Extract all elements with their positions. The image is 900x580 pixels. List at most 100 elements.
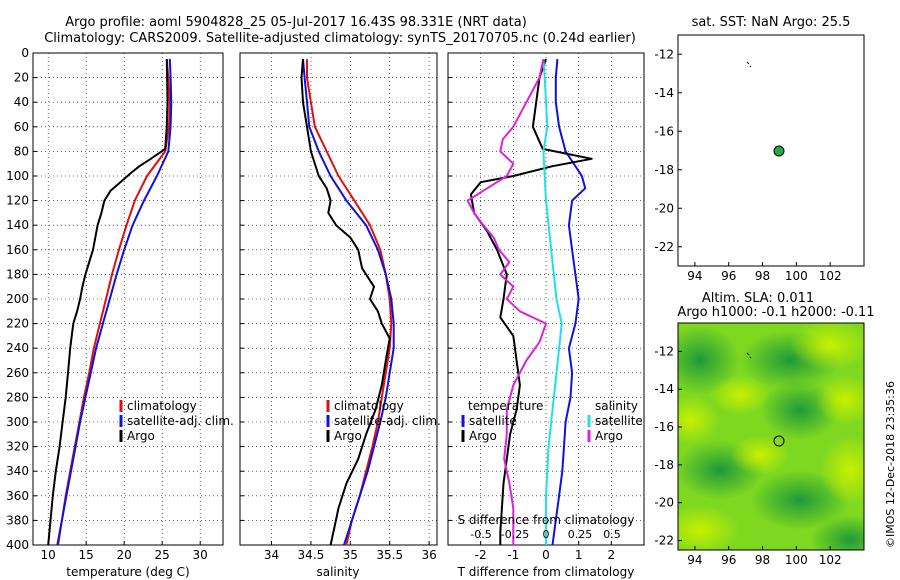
map-y-tick-label: -22 xyxy=(654,240,674,254)
y-tick-label: 140 xyxy=(6,218,29,232)
legend-title-temperature: temperature xyxy=(468,399,543,413)
sla-map-box xyxy=(677,322,865,551)
x-tick-label: 30 xyxy=(193,548,208,562)
sst-map-tick-labels: 94 96 98 100 102 -12 -14 -16 -18 -20 -22 xyxy=(654,47,841,283)
x-tick-label: 0 xyxy=(542,548,550,562)
temperature-axes-box xyxy=(32,52,224,546)
y-tick-label: 400 xyxy=(6,538,29,552)
temperature-tick-labels: 10 15 20 25 30 xyxy=(41,548,208,562)
y-tick-label: 300 xyxy=(6,415,29,429)
map-x-tick-label: 100 xyxy=(785,269,808,283)
depth-tick-labels: 0 20 40 60 80 100 120 140 160 180 200 220 240 260 280 3… xyxy=(6,46,29,552)
y-tick-label: 160 xyxy=(6,243,29,257)
map-y-tick-label: -12 xyxy=(654,47,674,61)
credit-text: ©IMOS 12-Dec-2018 23:35:36 xyxy=(884,381,897,548)
series-satellite-adj-clim- xyxy=(56,59,173,546)
legend-s-satellite: satellite xyxy=(595,414,643,428)
y-tick-label: 320 xyxy=(6,440,29,454)
salinity-diff-legend: salinity satellite Argo xyxy=(587,399,643,443)
sla-map-title-1: Altim. SLA: 0.011 xyxy=(702,291,814,306)
island-marks xyxy=(746,352,752,359)
y-tick-label: 80 xyxy=(14,144,29,158)
s-difference-label: S difference from climatology xyxy=(458,513,635,527)
y-tick-label: 240 xyxy=(6,341,29,355)
legend-climatology: climatology xyxy=(334,399,404,413)
argo-float-marker xyxy=(773,145,785,157)
s-tick-label: 0 xyxy=(543,528,550,541)
salinity-panel: 34 34.5 35 35.5 36 salinity climatology sate… xyxy=(239,52,441,579)
salinity-lines xyxy=(300,59,395,546)
t-difference-tick-labels: -2 -1 0 1 2 xyxy=(475,548,615,562)
temperature-gridlines xyxy=(33,52,223,546)
difference-panel: -2 -1 0 1 2 T difference from climatology S … xyxy=(447,52,645,579)
map-x-tick-label: 100 xyxy=(785,553,808,567)
y-tick-label: 60 xyxy=(14,120,29,134)
series-climatology xyxy=(306,59,393,546)
map-y-tick-label: -12 xyxy=(654,344,674,358)
y-tick-label: 380 xyxy=(6,513,29,527)
y-tick-label: 0 xyxy=(21,46,29,60)
x-tick-label: 20 xyxy=(117,548,132,562)
series-t-satellite xyxy=(551,59,587,546)
map-y-tick-label: -18 xyxy=(654,458,674,472)
y-tick-label: 200 xyxy=(6,292,29,306)
map-x-tick-label: 94 xyxy=(687,269,702,283)
series-s-argo xyxy=(466,58,547,545)
map-y-tick-label: -16 xyxy=(654,420,674,434)
series-argo xyxy=(47,59,169,546)
salinity-axes-box xyxy=(239,52,438,546)
map-y-tick-label: -14 xyxy=(654,86,674,100)
map-x-tick-label: 98 xyxy=(755,553,770,567)
series-t-argo xyxy=(469,58,593,545)
sla-map-title-2: Argo h1000: -0.1 h2000: -0.11 xyxy=(677,305,874,320)
title-line-2: Climatology: CARS2009. Satellite-adjuste… xyxy=(44,31,636,46)
map-x-tick-label: 98 xyxy=(755,269,770,283)
s-tick-label: 0.25 xyxy=(568,528,593,541)
y-tick-label: 20 xyxy=(14,71,29,85)
difference-lines xyxy=(466,58,593,546)
map-y-tick-label: -20 xyxy=(654,496,674,510)
s-tick-label: -0.25 xyxy=(501,528,529,541)
x-tick-label: 1 xyxy=(575,548,583,562)
temperature-lines xyxy=(47,59,173,546)
map-y-tick-label: -20 xyxy=(654,201,674,215)
temperature-panel: 0 20 40 60 80 100 120 140 160 180 200 220 240 260 280 3… xyxy=(6,46,234,579)
salinity-legend: climatology satellite-adj. clim. Argo xyxy=(326,399,441,443)
x-tick-label: -1 xyxy=(507,548,519,562)
sla-map-tick-labels: 94 96 98 100 102 -12 -14 -16 -18 -20 -22 xyxy=(654,344,841,567)
x-tick-label: 25 xyxy=(155,548,170,562)
map-x-tick-label: 94 xyxy=(687,553,702,567)
map-x-tick-label: 96 xyxy=(721,553,736,567)
sst-map-box xyxy=(677,34,865,267)
difference-axes-box xyxy=(447,52,645,546)
sst-map-title: sat. SST: NaN Argo: 25.5 xyxy=(692,15,851,30)
temperature-diff-legend: temperature satellite Argo xyxy=(461,399,543,443)
series-satellite-adj-clim- xyxy=(302,59,395,546)
map-y-tick-label: -18 xyxy=(654,163,674,177)
x-tick-label: 35 xyxy=(343,548,358,562)
legend-satellite: satellite-adj. clim. xyxy=(334,414,441,428)
legend-s-argo: Argo xyxy=(595,429,623,443)
temperature-legend: climatology satellite-adj. clim. Argo xyxy=(119,399,234,443)
s-tick-label: 0.5 xyxy=(603,528,621,541)
y-tick-label: 220 xyxy=(6,317,29,331)
x-tick-label: 34.5 xyxy=(298,548,325,562)
salinity-gridlines xyxy=(240,52,437,546)
map-x-tick-label: 102 xyxy=(819,269,842,283)
legend-t-satellite: satellite xyxy=(469,414,517,428)
legend-title-salinity: salinity xyxy=(595,399,638,413)
x-tick-label: 2 xyxy=(608,548,616,562)
y-tick-label: 180 xyxy=(6,267,29,281)
y-tick-label: 340 xyxy=(6,464,29,478)
x-tick-label: 35.5 xyxy=(376,548,403,562)
series-argo xyxy=(300,59,391,546)
x-tick-label: 10 xyxy=(41,548,56,562)
map-x-tick-label: 102 xyxy=(819,553,842,567)
salinity-xlabel: salinity xyxy=(316,565,359,579)
x-tick-label: 34 xyxy=(264,548,279,562)
x-tick-label: 15 xyxy=(79,548,94,562)
series-s-satellite xyxy=(542,59,563,545)
legend-argo: Argo xyxy=(127,429,155,443)
sla-map-panel: Altim. SLA: 0.011 Argo h1000: -0.1 h2000… xyxy=(654,291,874,567)
